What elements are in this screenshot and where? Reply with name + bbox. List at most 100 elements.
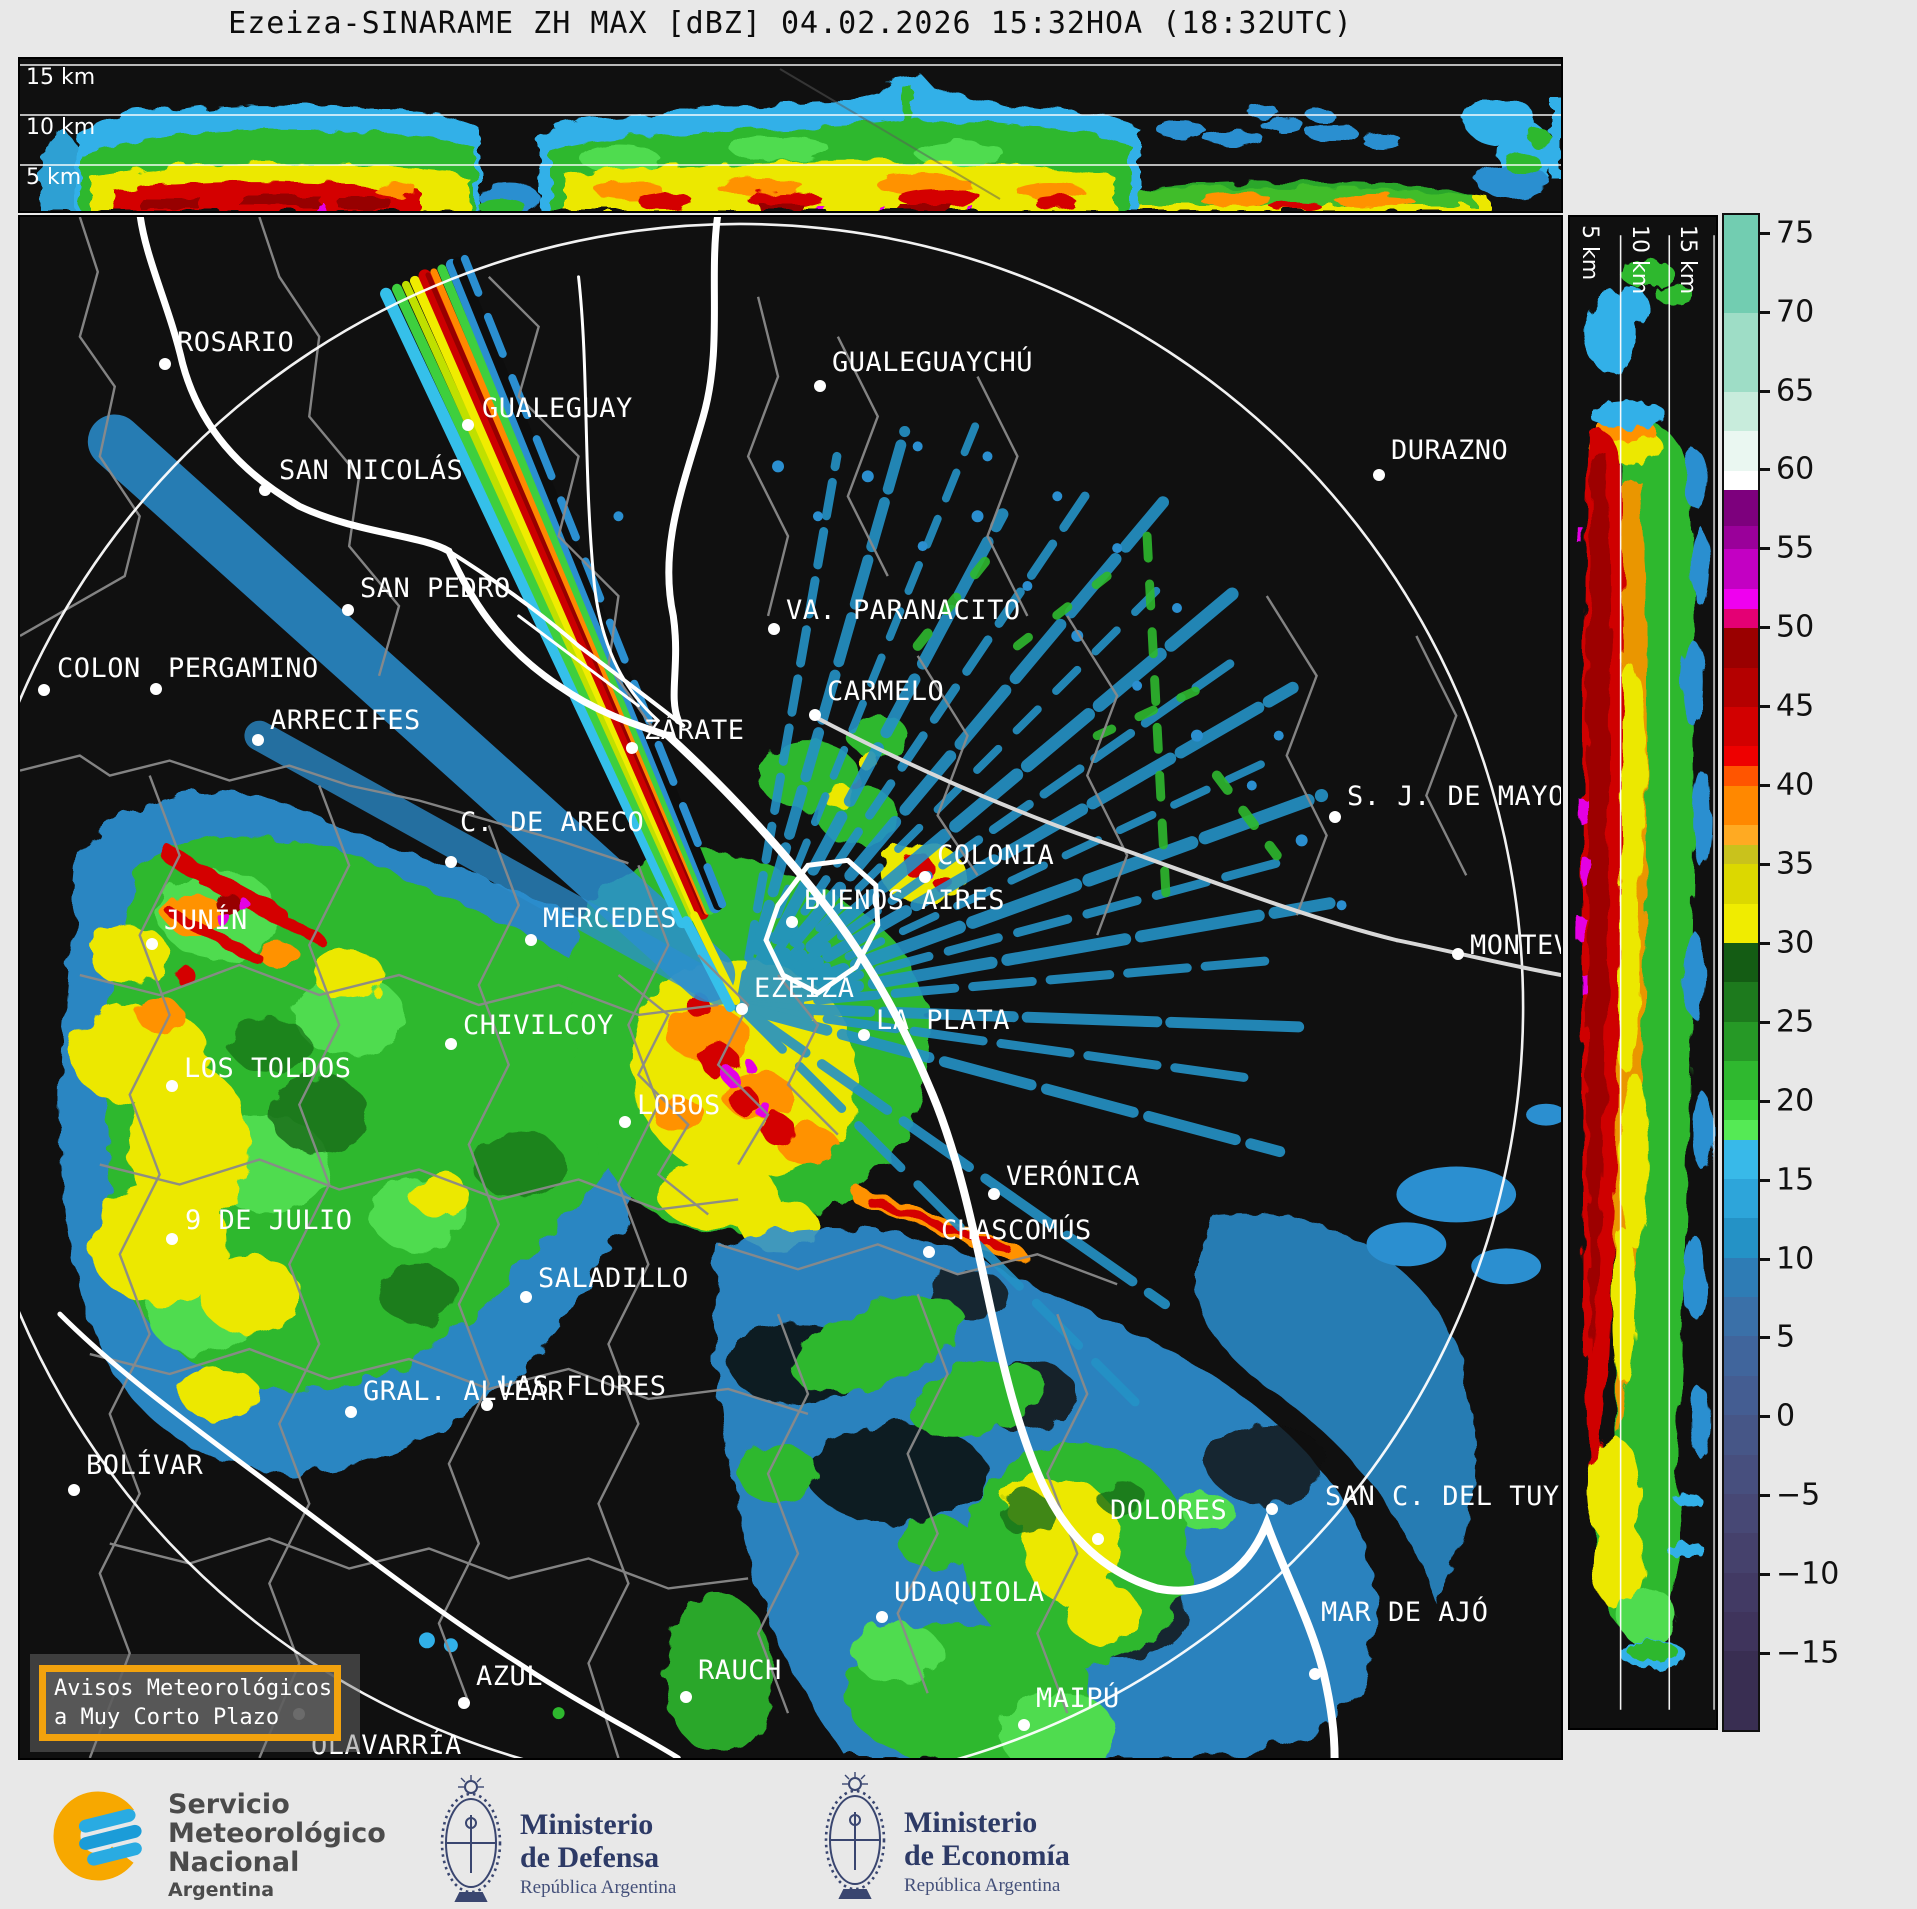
city-dot: [150, 683, 162, 695]
city-label: LAS FLORES: [499, 1371, 667, 1402]
city-dot: [626, 742, 638, 754]
side-cross-section-panel: 5 km 10 km 15 km: [1568, 215, 1718, 1730]
colorbar-segment: [1724, 313, 1758, 393]
altitude-label-5km: 5 km: [26, 165, 82, 190]
colorbar-segment: [1724, 942, 1758, 983]
colorbar-tick-label: 5: [1776, 1319, 1796, 1355]
colorbar-segment: [1724, 470, 1758, 491]
city-dot: [1309, 1668, 1321, 1680]
colorbar-tick-label: −5: [1776, 1477, 1821, 1513]
colorbar-segment: [1724, 864, 1758, 904]
city-layer: ROSARIO GUALEGUAYCHÚ GUALEGUAY SAN NICOLÁS D…: [20, 217, 1561, 1758]
colorbar-segment: [1724, 215, 1758, 314]
city-label: MAR DE AJÓ: [1321, 1597, 1489, 1628]
city-dot: [809, 709, 821, 721]
city-label: COLON: [57, 653, 141, 684]
city-dot: [445, 1038, 457, 1050]
colorbar-tick: [1760, 1099, 1770, 1103]
colorbar-tick: [1760, 1494, 1770, 1498]
colorbar-segment: [1724, 844, 1758, 865]
city-dot: [259, 484, 271, 496]
colorbar-tick: [1760, 705, 1770, 709]
colorbar-segment: [1724, 667, 1758, 707]
colorbar-segment: [1724, 824, 1758, 845]
colorbar-tick: [1760, 1257, 1770, 1261]
city-label: SALADILLO: [538, 1263, 689, 1294]
city-dot: [68, 1484, 80, 1496]
city-dot: [1329, 811, 1341, 823]
city-dot: [38, 684, 50, 696]
colorbar-tick: [1760, 1573, 1770, 1577]
city-label: AZUL: [476, 1661, 544, 1692]
colorbar-segment: [1724, 982, 1758, 1022]
echo-west-storm: [60, 791, 690, 1473]
city-dot: [166, 1233, 178, 1245]
city-dot: [876, 1611, 888, 1623]
city-label: COLONIA: [937, 840, 1055, 871]
colorbar-segment: [1724, 431, 1758, 471]
smn-line4: Argentina: [168, 1879, 275, 1901]
city-label: GUALEGUAY: [482, 393, 633, 424]
colorbar-tick-label: 30: [1776, 925, 1815, 961]
colorbar-segment: [1724, 1572, 1758, 1612]
colorbar-tick-label: 60: [1776, 451, 1815, 487]
dbz-colorbar: [1722, 213, 1760, 1732]
colorbar-tick-label: −15: [1776, 1635, 1840, 1671]
city-label: GRAL. ALVEAR: [363, 1376, 565, 1407]
colorbar-segment: [1724, 1454, 1758, 1494]
city-label: SAN PEDRO: [360, 573, 511, 604]
city-dot: [680, 1691, 692, 1703]
city-label: BOLÍVAR: [86, 1450, 204, 1481]
colorbar-tick: [1760, 941, 1770, 945]
colorbar-segment: [1724, 490, 1758, 526]
city-dot: [814, 380, 826, 392]
altitude-label-5km-side: 5 km: [1577, 225, 1602, 281]
colorbar-segment: [1724, 706, 1758, 747]
altitude-label-15km-side: 15 km: [1675, 225, 1700, 295]
colorbar-tick-label: 20: [1776, 1083, 1815, 1119]
city-dot: [1452, 948, 1464, 960]
city-dot: [923, 1246, 935, 1258]
smn-line3: Nacional: [168, 1847, 300, 1878]
colorbar-segment: [1724, 1061, 1758, 1101]
colorbar-segment: [1724, 765, 1758, 786]
colorbar-tick: [1760, 310, 1770, 314]
colorbar-segment: [1724, 1021, 1758, 1062]
colorbar-tick: [1760, 626, 1770, 630]
city-dot: [462, 419, 474, 431]
colorbar-tick-label: 25: [1776, 1004, 1815, 1040]
colorbar-tick-label: 40: [1776, 767, 1815, 803]
colorbar-segment: [1724, 903, 1758, 943]
advisory-banner-inner: Avisos Meteorológicos a Muy Corto Plazo: [39, 1665, 341, 1741]
top-cross-section-art: [20, 64, 1561, 211]
side-cross-section-art: [1577, 235, 1715, 1710]
economia-wordmark: Ministerio de Economía República Argenti…: [904, 1806, 1070, 1897]
city-label: ROSARIO: [177, 327, 295, 358]
city-dot: [736, 1003, 748, 1015]
smn-logo-waves: [78, 1808, 142, 1866]
city-label: CHASCOMÚS: [941, 1215, 1092, 1246]
city-label: CARMELO: [827, 676, 945, 707]
economia-line3: República Argentina: [904, 1875, 1061, 1896]
smn-logo-icon: [53, 1791, 143, 1881]
advisory-line1: Avisos Meteorológicos: [54, 1676, 333, 1701]
city-label: C. DE ARECO: [460, 807, 645, 838]
city-dot: [342, 604, 354, 616]
city-label: MONTEVIDEO: [1470, 930, 1561, 961]
city-dot: [988, 1188, 1000, 1200]
city-dot: [166, 1080, 178, 1092]
buenos-aires-city-outline: [763, 857, 881, 996]
colorbar-tick-label: 35: [1776, 846, 1815, 882]
smn-line2: Meteorológico: [168, 1818, 386, 1849]
colorbar-segment: [1724, 525, 1758, 550]
colorbar-tick-label: 0: [1776, 1398, 1796, 1434]
advisory-banner: Avisos Meteorológicos a Muy Corto Plazo: [30, 1654, 360, 1752]
city-dot: [481, 1399, 493, 1411]
colorbar-segment: [1724, 628, 1758, 668]
city-dot: [146, 938, 158, 950]
range-ring: [20, 222, 1525, 1758]
colorbar-tick: [1760, 231, 1770, 235]
colorbar-segment: [1724, 785, 1758, 825]
economia-coat-of-arms-icon: [824, 1772, 886, 1899]
city-label: LOS TOLDOS: [184, 1053, 352, 1084]
